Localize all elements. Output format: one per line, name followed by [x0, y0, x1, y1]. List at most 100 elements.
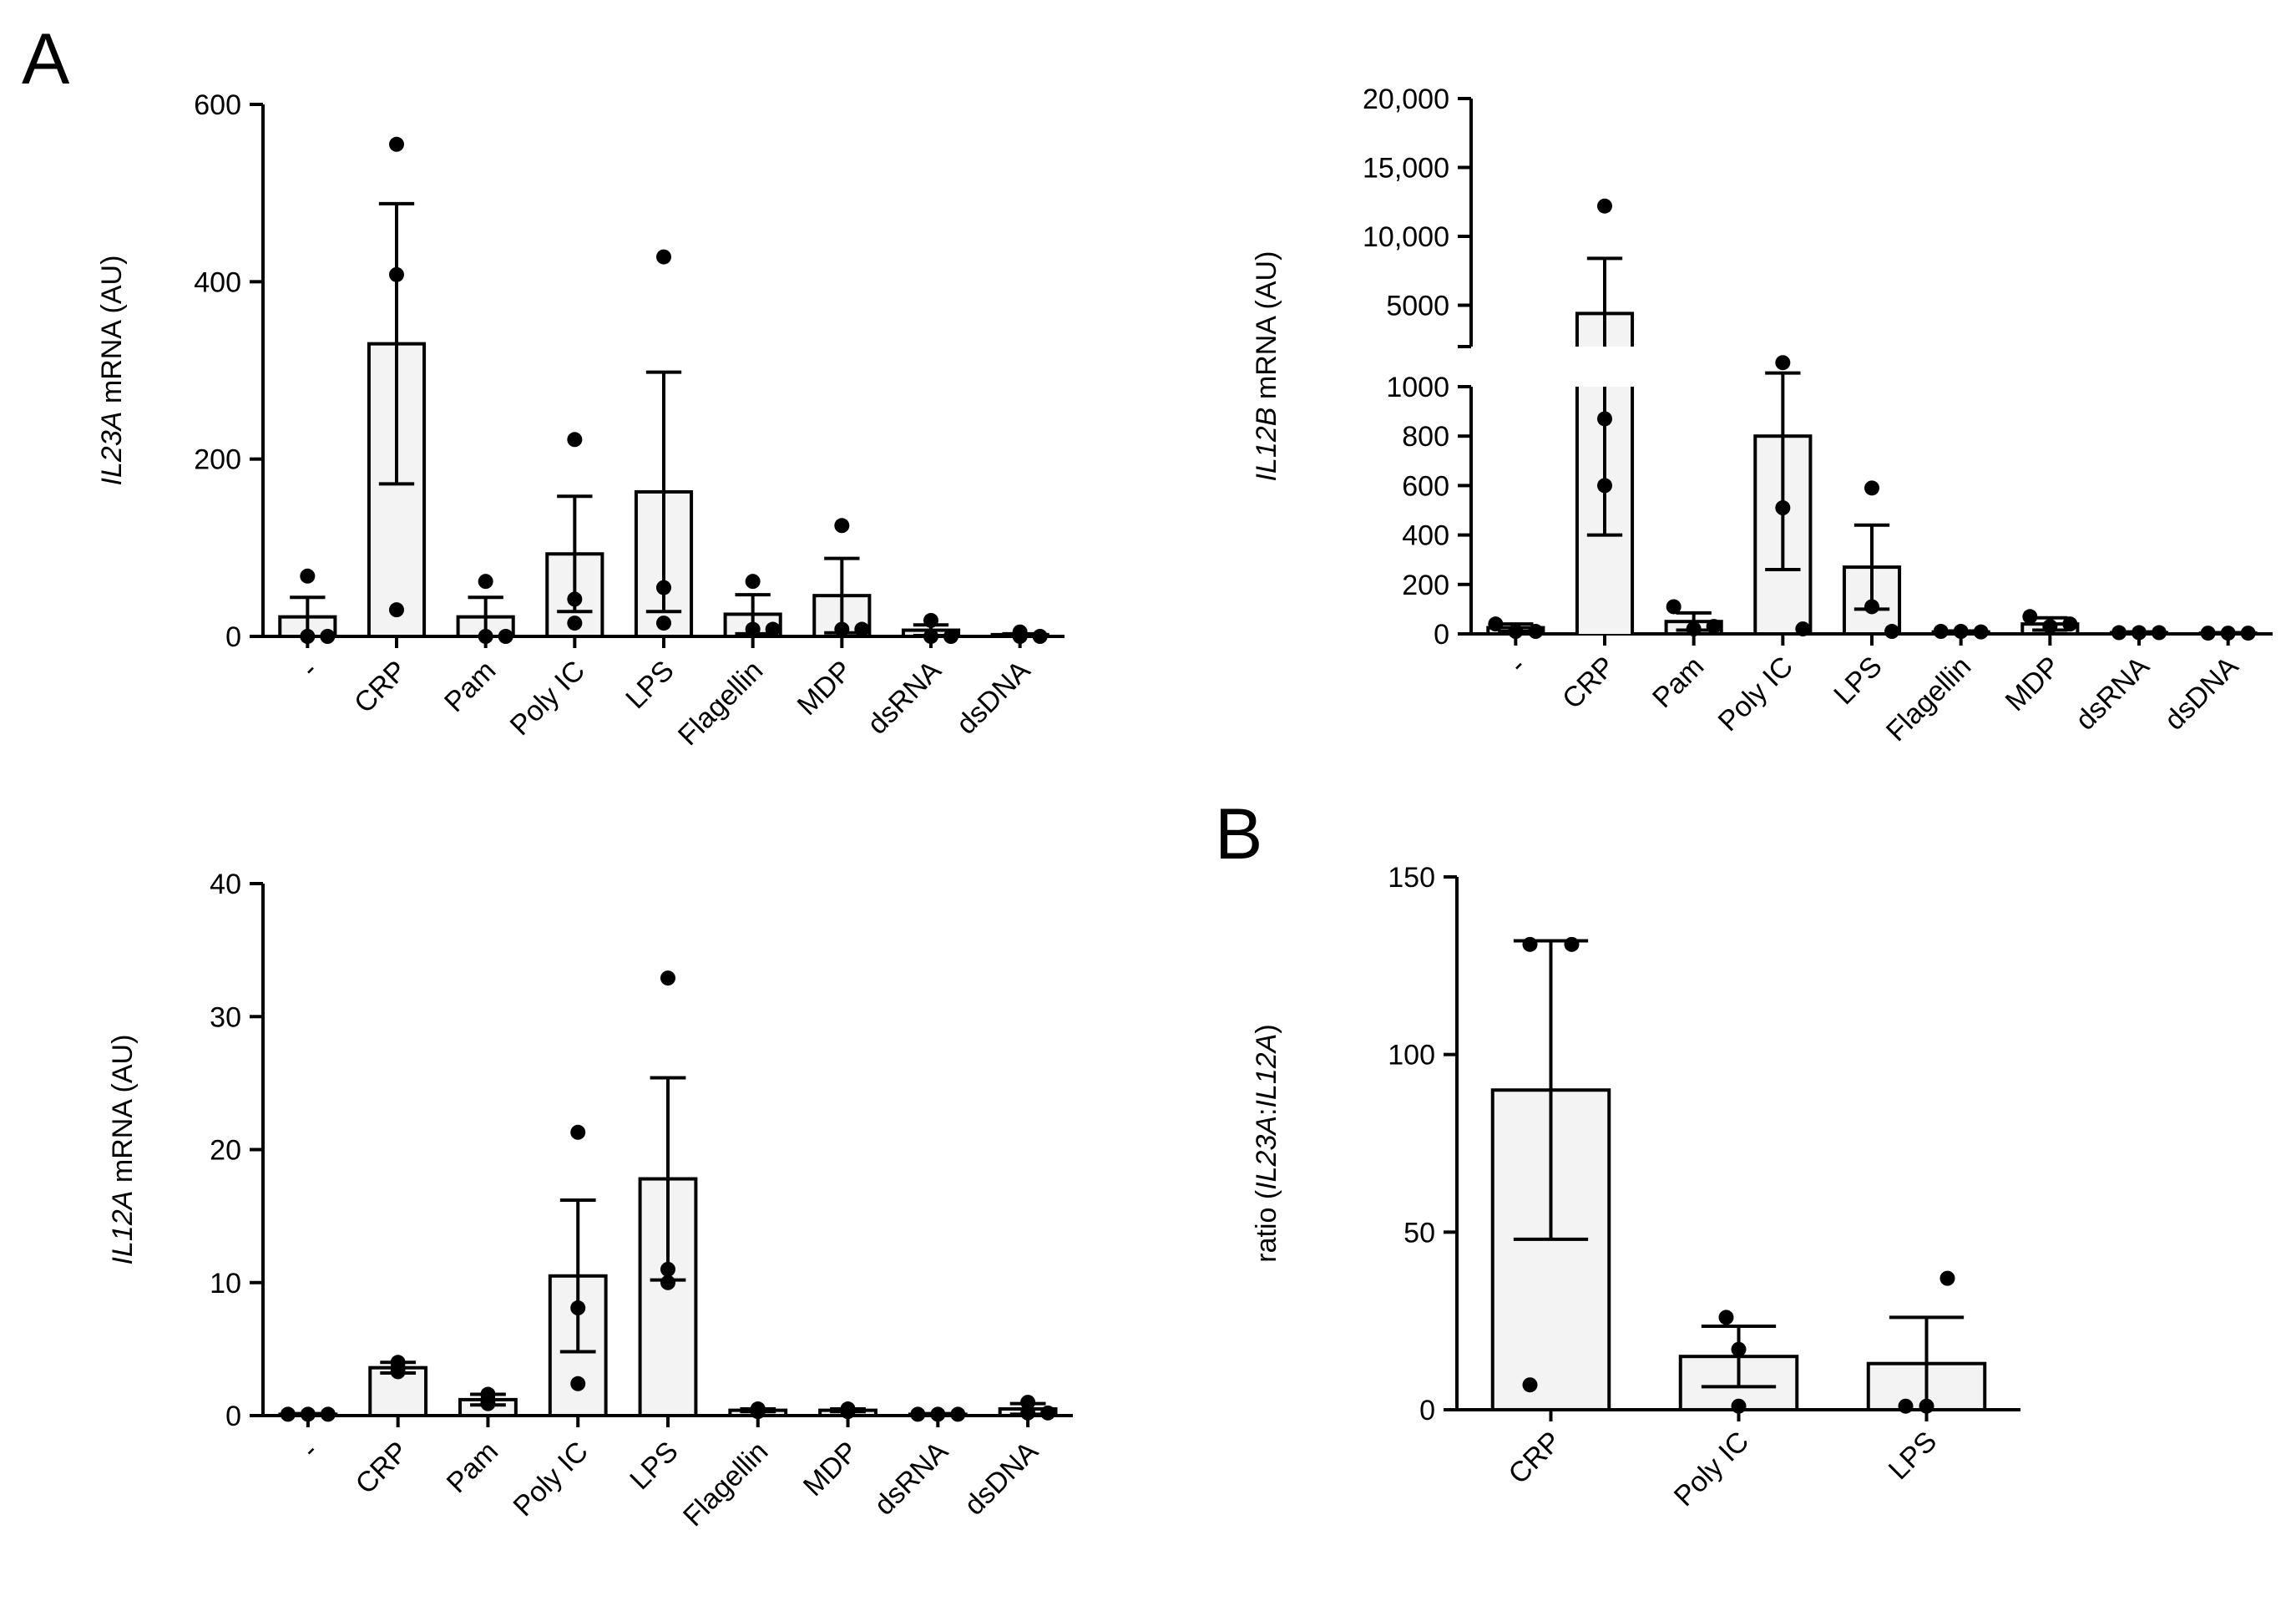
chart-il12b: 0 200 400 600 800 1000 5000 10,000 15,000 20,000 I… — [1251, 84, 2273, 747]
data-point — [2220, 626, 2236, 641]
data-point — [320, 629, 336, 644]
data-point — [1597, 198, 1612, 214]
x-tick-label: dsDNA — [2158, 651, 2244, 737]
data-point — [2111, 625, 2127, 641]
x-tick-label: Pam — [441, 1436, 504, 1499]
x-tick-label: CRP — [350, 1436, 415, 1501]
x-tick-label: Poly IC — [508, 1436, 594, 1522]
data-point — [923, 612, 938, 628]
y-tick-label: 200 — [1402, 570, 1449, 601]
x-tick-label: LPS — [1883, 1426, 1943, 1486]
y-tick-label: 50 — [1403, 1217, 1435, 1249]
x-tick-label: Poly IC — [1712, 651, 1799, 737]
data-point — [498, 629, 513, 644]
data-point — [280, 1406, 296, 1422]
x-tick-label: Flagellin — [672, 655, 769, 752]
y-tick-label: 30 — [210, 1001, 241, 1033]
x-tick-label: MDP — [797, 1436, 864, 1502]
data-point — [1953, 624, 1969, 640]
x-tick-label: Poly IC — [1668, 1426, 1755, 1512]
x-tick-label: - — [1503, 651, 1532, 680]
data-point — [1522, 936, 1538, 952]
data-point — [480, 1391, 496, 1407]
data-point — [834, 518, 850, 534]
x-tick-label: Pam — [1646, 651, 1710, 714]
y-axis-title-gene1: IL23A — [1251, 1116, 1282, 1190]
data-point — [1488, 616, 1504, 632]
x-tick-label: - — [295, 655, 324, 684]
panel-label-b: B — [1215, 794, 1262, 874]
y-axis-title-unit: mRNA (AU) — [1251, 251, 1282, 408]
data-point — [1898, 1398, 1914, 1414]
y-tick-label: 800 — [1402, 421, 1449, 453]
data-point — [2240, 626, 2256, 641]
x-tick-label: LPS — [624, 1436, 684, 1496]
data-point — [2200, 626, 2216, 641]
x-tick-label: Pam — [438, 655, 502, 718]
data-point — [1919, 1398, 1934, 1414]
y-tick-label: 0 — [1419, 1395, 1435, 1426]
y-axis-title-unit: mRNA (AU) — [107, 1035, 139, 1191]
data-point — [1032, 629, 1048, 644]
x-tick-label: - — [296, 1436, 325, 1465]
y-axis-title-suffix: ) — [1251, 1024, 1282, 1033]
data-point — [1020, 1405, 1036, 1421]
data-point — [567, 432, 583, 448]
data-point — [1731, 1398, 1747, 1414]
x-tick-label: dsDNA — [950, 655, 1036, 741]
x-tick-label: LPS — [1828, 651, 1888, 711]
y-tick-label: 100 — [1388, 1040, 1435, 1072]
data-point — [1775, 355, 1791, 371]
y-axis-title-gene: IL23A — [96, 412, 128, 486]
y-tick-label: 0 — [225, 621, 241, 653]
data-point — [478, 574, 493, 590]
data-point — [390, 1364, 406, 1380]
data-point — [656, 249, 671, 265]
data-point — [943, 629, 958, 644]
data-point — [910, 1406, 926, 1422]
y-axis-title-sep: : — [1251, 1107, 1282, 1115]
data-point — [1718, 1310, 1734, 1325]
x-tick-label: dsRNA — [868, 1436, 954, 1522]
data-point — [1973, 624, 1989, 640]
data-point — [1528, 624, 1544, 640]
x-tick-label: dsRNA — [862, 655, 948, 741]
y-axis-title: ratio (IL23A:IL12A) — [1251, 1024, 1282, 1262]
y-tick-label: 400 — [1402, 520, 1449, 552]
data-point — [1020, 1395, 1036, 1411]
data-point — [1597, 411, 1612, 427]
data-point — [300, 1406, 316, 1422]
data-point — [570, 1124, 586, 1140]
data-point — [1706, 619, 1722, 635]
data-point — [745, 574, 761, 590]
chart-il12a: 0 10 20 30 40 IL12A mRNA (AU) - CRP Pam Poly IC LP… — [107, 869, 1073, 1533]
y-axis-title: IL12B mRNA (AU) — [1251, 251, 1282, 482]
data-point — [2152, 625, 2167, 641]
data-point — [2132, 625, 2147, 641]
y-axis-title-prefix: ratio ( — [1251, 1189, 1282, 1263]
data-point — [1795, 621, 1811, 637]
data-point — [660, 970, 675, 986]
data-point — [656, 616, 671, 631]
data-point — [660, 1274, 675, 1290]
data-point — [567, 616, 583, 631]
data-point — [1864, 480, 1879, 496]
data-point — [1939, 1270, 1955, 1286]
y-axis-title: IL23A mRNA (AU) — [96, 256, 128, 486]
x-tick-label: CRP — [348, 655, 413, 720]
y-tick-label: 20 — [210, 1135, 241, 1167]
data-point — [2062, 616, 2078, 632]
data-point — [854, 621, 870, 637]
y-axis-title-unit: mRNA (AU) — [96, 256, 128, 412]
x-tick-label: CRP — [1556, 651, 1621, 716]
data-point — [389, 602, 404, 618]
data-point — [750, 1401, 766, 1417]
chart-ratio: 0 50 100 150 ratio (IL23A:IL12A) CRP Poly IC LP… — [1251, 862, 2020, 1512]
y-axis-title-gene2: IL12A — [1251, 1034, 1282, 1108]
y-tick-label: 5000 — [1386, 291, 1449, 322]
y-tick-label: 10,000 — [1363, 221, 1449, 253]
y-axis-title-gene: IL12A — [107, 1191, 139, 1265]
data-point — [1884, 624, 1899, 640]
data-point — [320, 1406, 336, 1422]
